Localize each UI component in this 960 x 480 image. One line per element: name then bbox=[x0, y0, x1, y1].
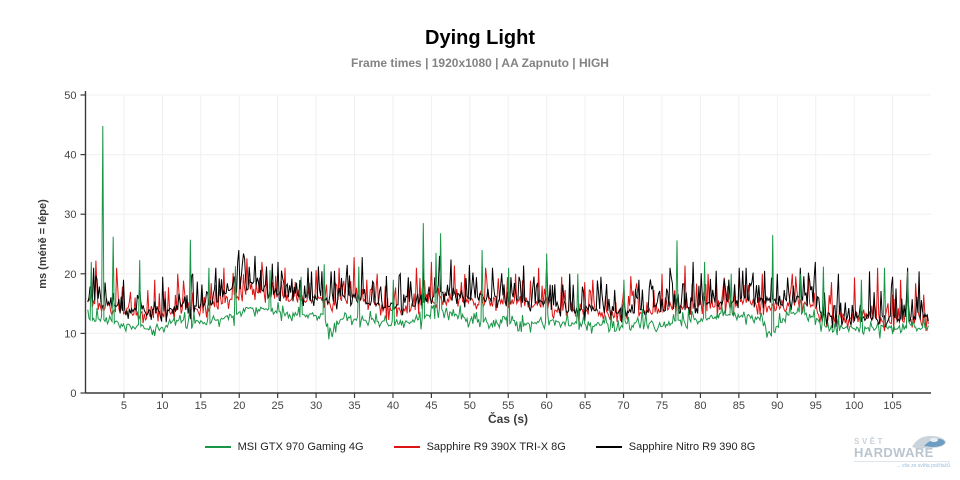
x-tick-label: 100 bbox=[845, 400, 863, 412]
chart-subtitle: Frame times | 1920x1080 | AA Zapnuto | H… bbox=[351, 56, 609, 70]
y-tick-label: 10 bbox=[64, 328, 76, 340]
x-tick-label: 25 bbox=[272, 400, 284, 412]
x-tick-label: 5 bbox=[121, 400, 127, 412]
y-tick-label: 50 bbox=[64, 90, 76, 102]
x-tick-label: 55 bbox=[502, 400, 514, 412]
x-tick-label: 105 bbox=[883, 400, 901, 412]
x-tick-label: 75 bbox=[656, 400, 668, 412]
x-tick-label: 60 bbox=[541, 400, 553, 412]
legend-item-gtx970: MSI GTX 970 Gaming 4G bbox=[204, 441, 364, 453]
y-tick-label: 0 bbox=[70, 388, 76, 400]
watermark-line2: HARDWARE bbox=[854, 445, 934, 460]
series-line-msi-gtx-970-gaming-4g bbox=[87, 125, 929, 340]
legend-swatch-green-line bbox=[204, 446, 231, 448]
x-tick-label: 30 bbox=[310, 400, 322, 412]
x-tick-label: 35 bbox=[348, 400, 360, 412]
mouse-icon bbox=[912, 436, 946, 449]
x-tick-label: 85 bbox=[733, 400, 745, 412]
legend-label: Sapphire R9 390X TRI-X 8G bbox=[426, 441, 566, 453]
x-tick-label: 40 bbox=[387, 400, 399, 412]
legend-item-r9-390x: Sapphire R9 390X TRI-X 8G bbox=[393, 441, 566, 453]
y-tick-label: 40 bbox=[64, 150, 76, 162]
legend-swatch-red-line bbox=[393, 446, 420, 448]
legend-label: MSI GTX 970 Gaming 4G bbox=[237, 441, 364, 453]
x-tick-label: 70 bbox=[617, 400, 629, 412]
x-tick-label: 20 bbox=[233, 400, 245, 412]
legend-label: Sapphire Nitro R9 390 8G bbox=[628, 441, 756, 453]
x-tick-label: 15 bbox=[195, 400, 207, 412]
legend: MSI GTX 970 Gaming 4G Sapphire R9 390X T… bbox=[0, 441, 960, 453]
chart-title: Dying Light bbox=[425, 27, 535, 49]
x-tick-label: 95 bbox=[810, 400, 822, 412]
legend-swatch-black-line bbox=[595, 446, 622, 448]
x-tick-label: 80 bbox=[694, 400, 706, 412]
x-tick-label: 50 bbox=[464, 400, 476, 412]
x-tick-label: 10 bbox=[156, 400, 168, 412]
watermark-tagline: ... vše ze světa počítačů bbox=[854, 461, 950, 469]
legend-item-r9-390: Sapphire Nitro R9 390 8G bbox=[595, 441, 756, 453]
x-tick-label: 90 bbox=[771, 400, 783, 412]
y-tick-label: 20 bbox=[64, 269, 76, 281]
x-tick-label: 45 bbox=[425, 400, 437, 412]
svet-hardware-watermark: SVĚT HARDWARE ... vše ze světa počítačů bbox=[854, 436, 950, 469]
y-tick-label: 30 bbox=[64, 209, 76, 221]
x-tick-label: 65 bbox=[579, 400, 591, 412]
x-axis-label: Čas (s) bbox=[487, 412, 529, 426]
y-axis-label: ms (méně = lépe) bbox=[37, 199, 49, 289]
watermark-line1: SVĚT bbox=[854, 437, 885, 446]
